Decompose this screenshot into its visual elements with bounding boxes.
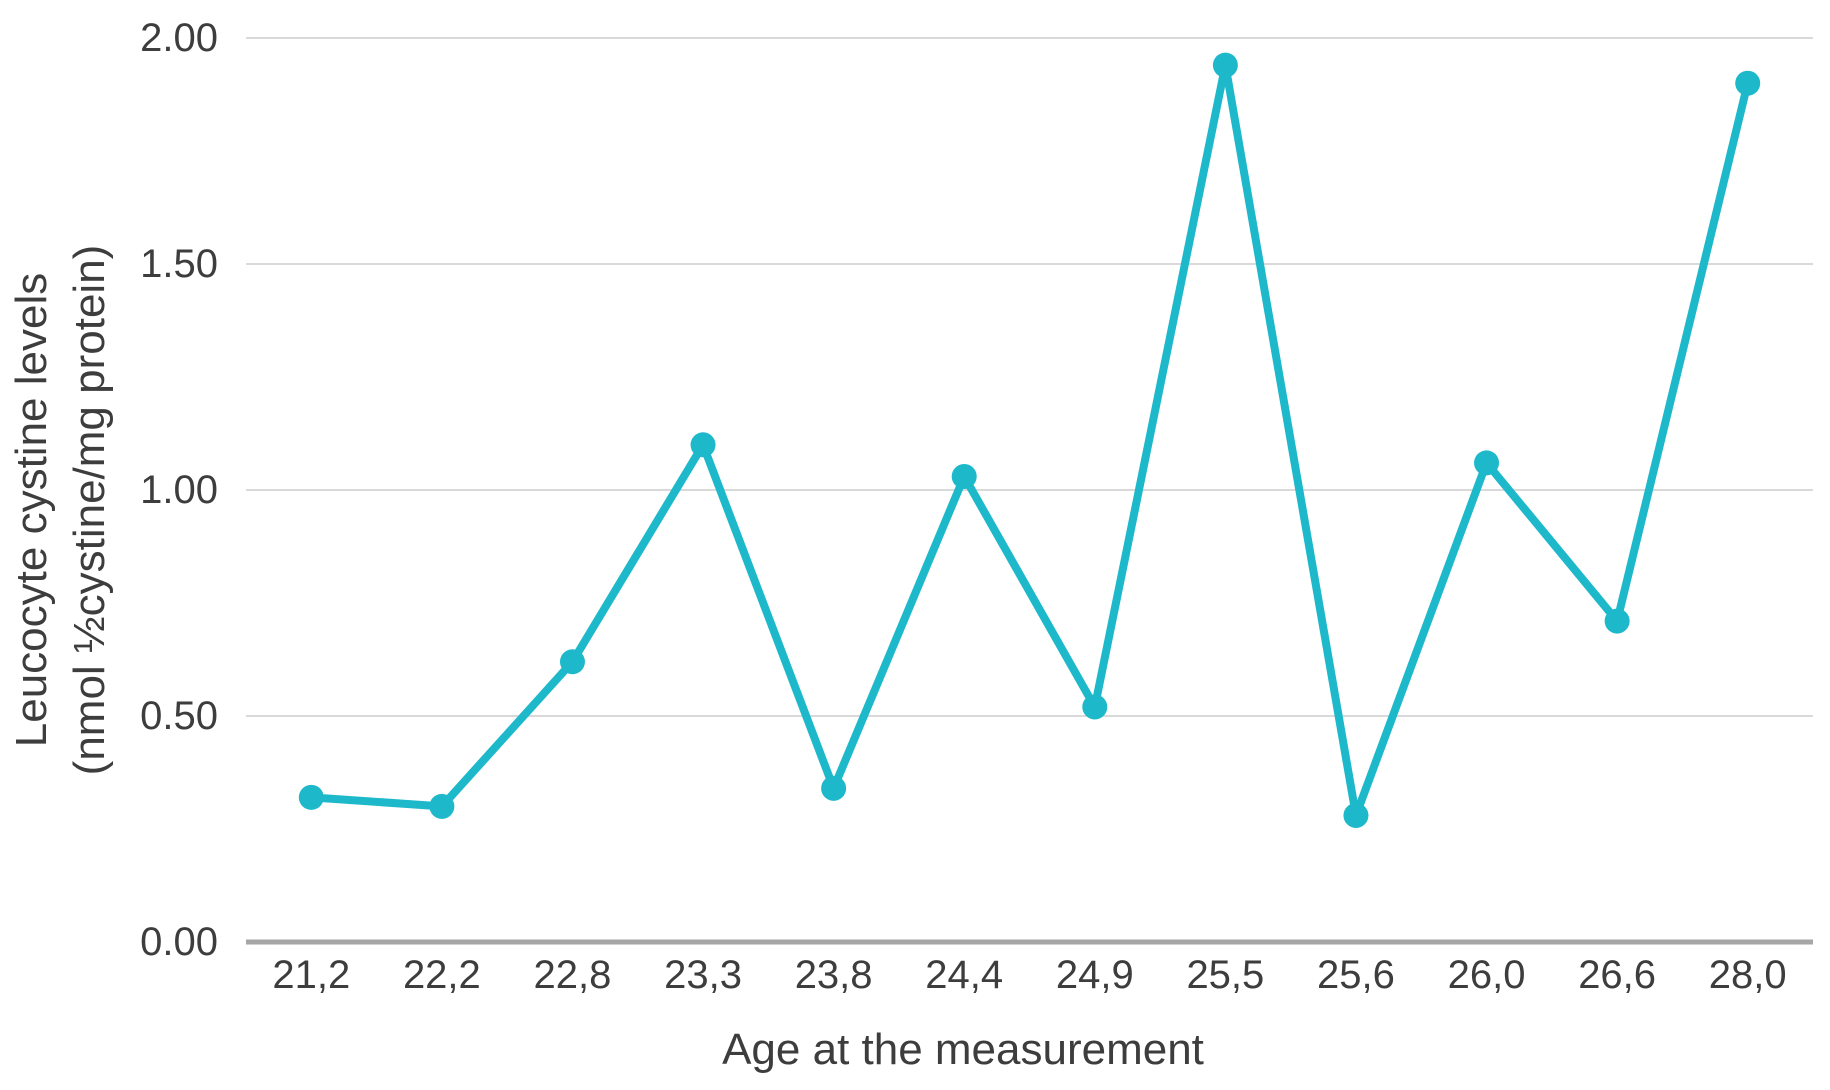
data-point <box>821 775 847 801</box>
data-point <box>690 432 716 458</box>
data-point <box>1735 70 1761 96</box>
x-axis-title: Age at the measurement <box>722 1025 1204 1074</box>
x-tick-label: 26,6 <box>1578 953 1657 997</box>
y-tick-label: 0.00 <box>140 920 218 964</box>
data-point <box>951 463 977 489</box>
y-axis-title: Leucocyte cystine levels (nmol ½cystine/… <box>7 244 114 776</box>
data-point <box>1474 450 1500 476</box>
gridlines <box>246 37 1813 717</box>
x-tick-label: 24,4 <box>925 953 1004 997</box>
x-tick-label: 25,5 <box>1186 953 1265 997</box>
data-series <box>298 52 1761 828</box>
y-tick-label: 1.50 <box>140 242 218 286</box>
x-tick-label: 23,3 <box>664 953 742 997</box>
x-tick-label: 21,2 <box>272 953 351 997</box>
data-point <box>429 793 455 819</box>
x-tick-label: 26,0 <box>1447 953 1526 997</box>
x-tick-label: 28,0 <box>1708 953 1787 997</box>
series-line <box>307 61 1752 820</box>
data-point <box>298 784 324 810</box>
y-tick-label: 2.00 <box>140 16 218 60</box>
x-tick-label: 24,9 <box>1055 953 1134 997</box>
data-point <box>1212 52 1238 78</box>
x-tick-label: 22,8 <box>533 953 612 997</box>
x-tick-label: 22,2 <box>402 953 481 997</box>
x-tick-label: 25,6 <box>1317 953 1395 997</box>
data-point <box>559 649 585 675</box>
y-tick-label: 0.50 <box>140 694 218 738</box>
y-tick-label: 1.00 <box>140 468 218 512</box>
data-point <box>1343 802 1369 828</box>
data-point <box>1604 608 1630 634</box>
x-tick-label: 23,8 <box>794 953 873 997</box>
data-point <box>1082 694 1108 720</box>
